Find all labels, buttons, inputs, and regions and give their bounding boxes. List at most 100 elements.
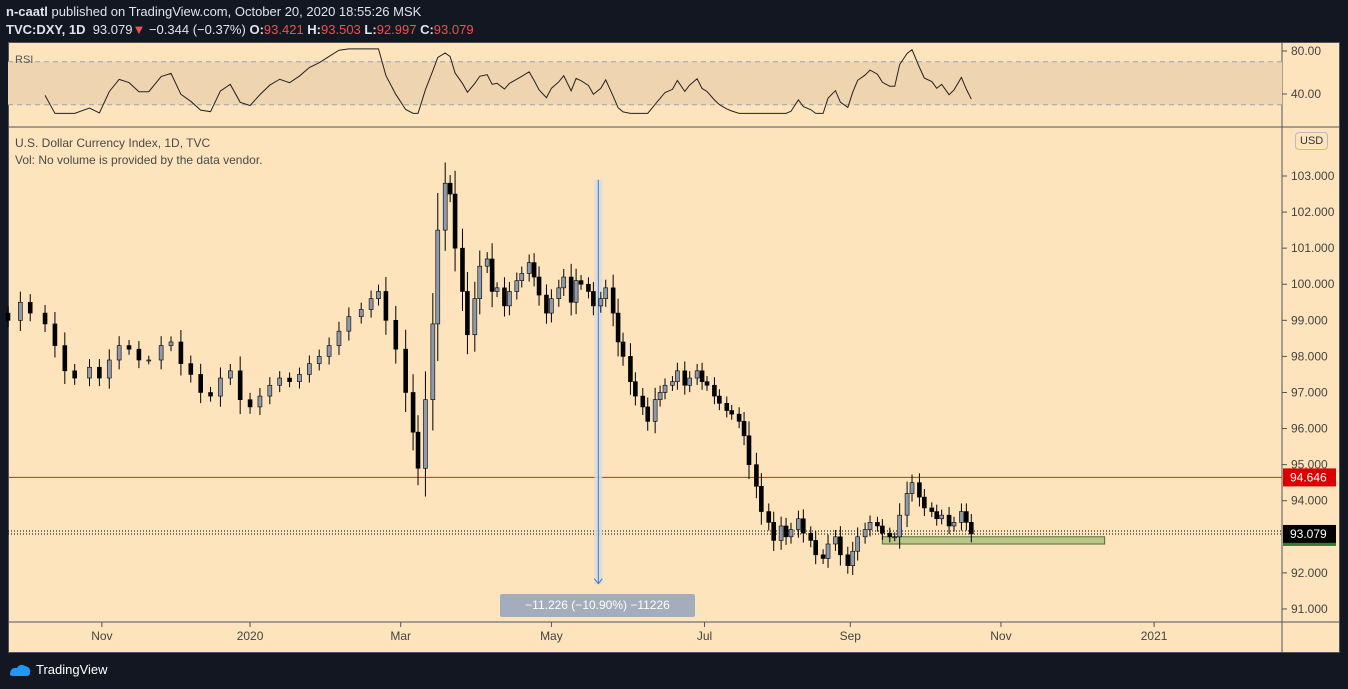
published-text: published on TradingView.com, October 20…	[51, 4, 422, 19]
candle-body	[514, 280, 520, 292]
candle-body	[699, 370, 705, 382]
candle-body	[862, 529, 868, 538]
change: −0.344 (−0.37%)	[148, 22, 246, 37]
candle-body	[287, 377, 292, 382]
currency-button[interactable]: USD	[1295, 132, 1329, 150]
price-tick-label: 98.000	[1291, 349, 1328, 363]
candle-body	[825, 543, 831, 559]
last-price-tag	[1283, 524, 1336, 543]
candle-body	[929, 507, 935, 512]
candle-body	[736, 413, 742, 422]
candle-body	[675, 370, 680, 382]
candle-body	[465, 291, 470, 336]
candle-body	[168, 341, 174, 346]
time-tick-label: Jul	[697, 629, 712, 643]
candle-body	[376, 291, 381, 299]
candle-body	[423, 399, 428, 469]
candle-body	[662, 384, 668, 393]
symbol: TVC:DXY, 1D	[6, 22, 86, 37]
candle-body	[598, 298, 604, 307]
candle-body	[178, 341, 184, 364]
candle-body	[257, 395, 263, 408]
candle-body	[640, 395, 646, 408]
candle-body	[237, 370, 243, 400]
candle-body	[507, 291, 512, 307]
candle-body	[778, 525, 784, 541]
candle-body	[460, 247, 465, 292]
candle-body	[620, 341, 626, 357]
candle-body	[591, 291, 596, 307]
candle-body	[968, 522, 974, 535]
price-tick-label: 97.000	[1291, 385, 1328, 399]
price-tick-label: 96.000	[1291, 422, 1328, 436]
candle-body	[556, 287, 562, 299]
candle-body	[682, 370, 688, 386]
candle-body	[783, 525, 789, 538]
candle-body	[136, 348, 142, 361]
candle-body	[358, 309, 364, 318]
candle-body	[393, 320, 399, 350]
price-tick-label: 94.000	[1291, 494, 1328, 508]
close-value: 93.079	[433, 22, 474, 37]
author: n-caatl	[6, 4, 48, 19]
candle-body	[573, 280, 579, 303]
candle-body	[820, 554, 826, 559]
price-tick-label: 99.000	[1291, 313, 1328, 327]
time-tick-label: 2020	[237, 629, 264, 643]
time-tick-label: Sep	[840, 629, 862, 643]
candle-body	[615, 312, 621, 343]
time-tick-label: Nov	[990, 629, 1011, 643]
candle-body	[383, 291, 389, 321]
candle-body	[670, 381, 675, 386]
candle-body	[368, 298, 374, 310]
candle-body	[850, 550, 856, 566]
candle-body	[586, 283, 591, 292]
candle-body	[796, 518, 801, 530]
footer-brand[interactable]: TradingView	[8, 662, 108, 677]
candle-body	[880, 525, 885, 534]
candle-body	[813, 540, 818, 556]
candle-body	[42, 312, 48, 325]
candle-body	[951, 522, 957, 527]
ohlc-legend: TVC:DXY, 1D 93.079▼ −0.344 (−0.37%) O:93…	[6, 22, 474, 37]
candle-body	[892, 536, 898, 539]
time-tick-label: 2021	[1141, 629, 1168, 643]
candle-body	[652, 399, 658, 422]
candle-body	[430, 323, 436, 400]
chart-panel[interactable]	[8, 42, 1340, 653]
candle-body	[712, 384, 717, 397]
candle-body	[198, 374, 203, 393]
candle-body	[687, 377, 693, 386]
candle-body	[645, 406, 651, 422]
candle-body	[267, 384, 273, 397]
candle-body	[788, 529, 794, 538]
candle-body	[603, 287, 609, 299]
candle-body	[442, 182, 448, 231]
support-zone	[881, 536, 1106, 545]
candle-body	[959, 511, 964, 523]
candle-body	[472, 298, 478, 336]
low-value: 92.997	[376, 22, 417, 37]
candle-body	[855, 536, 860, 552]
candle-body	[208, 392, 213, 397]
candle-body	[146, 359, 152, 362]
candle-body	[838, 536, 843, 556]
candle-body	[704, 381, 710, 386]
candle-body	[939, 514, 944, 520]
price-tick-label: 92.000	[1291, 566, 1328, 580]
candle-body	[502, 287, 507, 307]
candle-body	[326, 345, 332, 357]
candle-body	[808, 532, 814, 541]
candle-body	[934, 511, 940, 520]
candle-body	[897, 514, 902, 538]
candle-body	[52, 323, 58, 346]
candle-body	[544, 294, 549, 314]
candle-body	[277, 377, 283, 386]
candle-body	[526, 262, 532, 274]
candle-body	[531, 262, 537, 278]
volume-note: Vol: No volume is provided by the data v…	[15, 153, 263, 167]
candle-body	[922, 496, 927, 509]
price-tick-label: 101.000	[1291, 241, 1335, 255]
candle-body	[754, 464, 759, 487]
